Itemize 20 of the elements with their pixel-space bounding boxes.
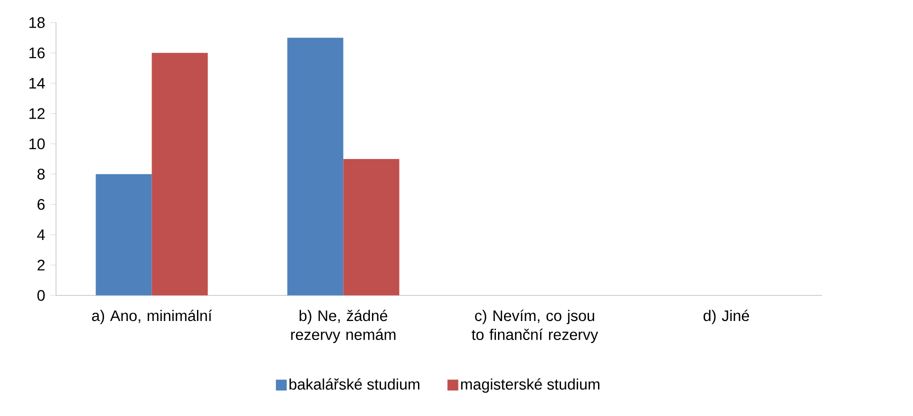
legend-label: bakalářské studium bbox=[290, 378, 420, 390]
y-tick-label: 18 bbox=[29, 17, 45, 28]
y-tick-label: 8 bbox=[37, 168, 45, 180]
bar bbox=[152, 53, 208, 296]
y-tick-label: 0 bbox=[37, 290, 45, 302]
bar bbox=[96, 174, 152, 296]
y-tick-label: 2 bbox=[38, 260, 45, 271]
x-tick-label: a) Ano, minimální bbox=[92, 310, 212, 324]
y-tick-label: 10 bbox=[29, 138, 45, 150]
y-tick-label: 4 bbox=[37, 230, 45, 240]
y-tick-label: 14 bbox=[29, 78, 45, 89]
x-tick-label: b) Ne, žádné rezervy nemám bbox=[291, 310, 396, 344]
y-tick-label: 6 bbox=[38, 199, 45, 210]
y-tick-label: 16 bbox=[29, 48, 45, 59]
x-tick-label: c) Nevím, co jsou to finanční rezervy bbox=[472, 310, 598, 344]
bar bbox=[343, 159, 400, 296]
bar bbox=[287, 38, 344, 296]
y-tick-label: 12 bbox=[29, 108, 45, 120]
x-tick-label: d) Jiné bbox=[704, 310, 750, 324]
legend-label: magisterské studium bbox=[461, 378, 600, 393]
